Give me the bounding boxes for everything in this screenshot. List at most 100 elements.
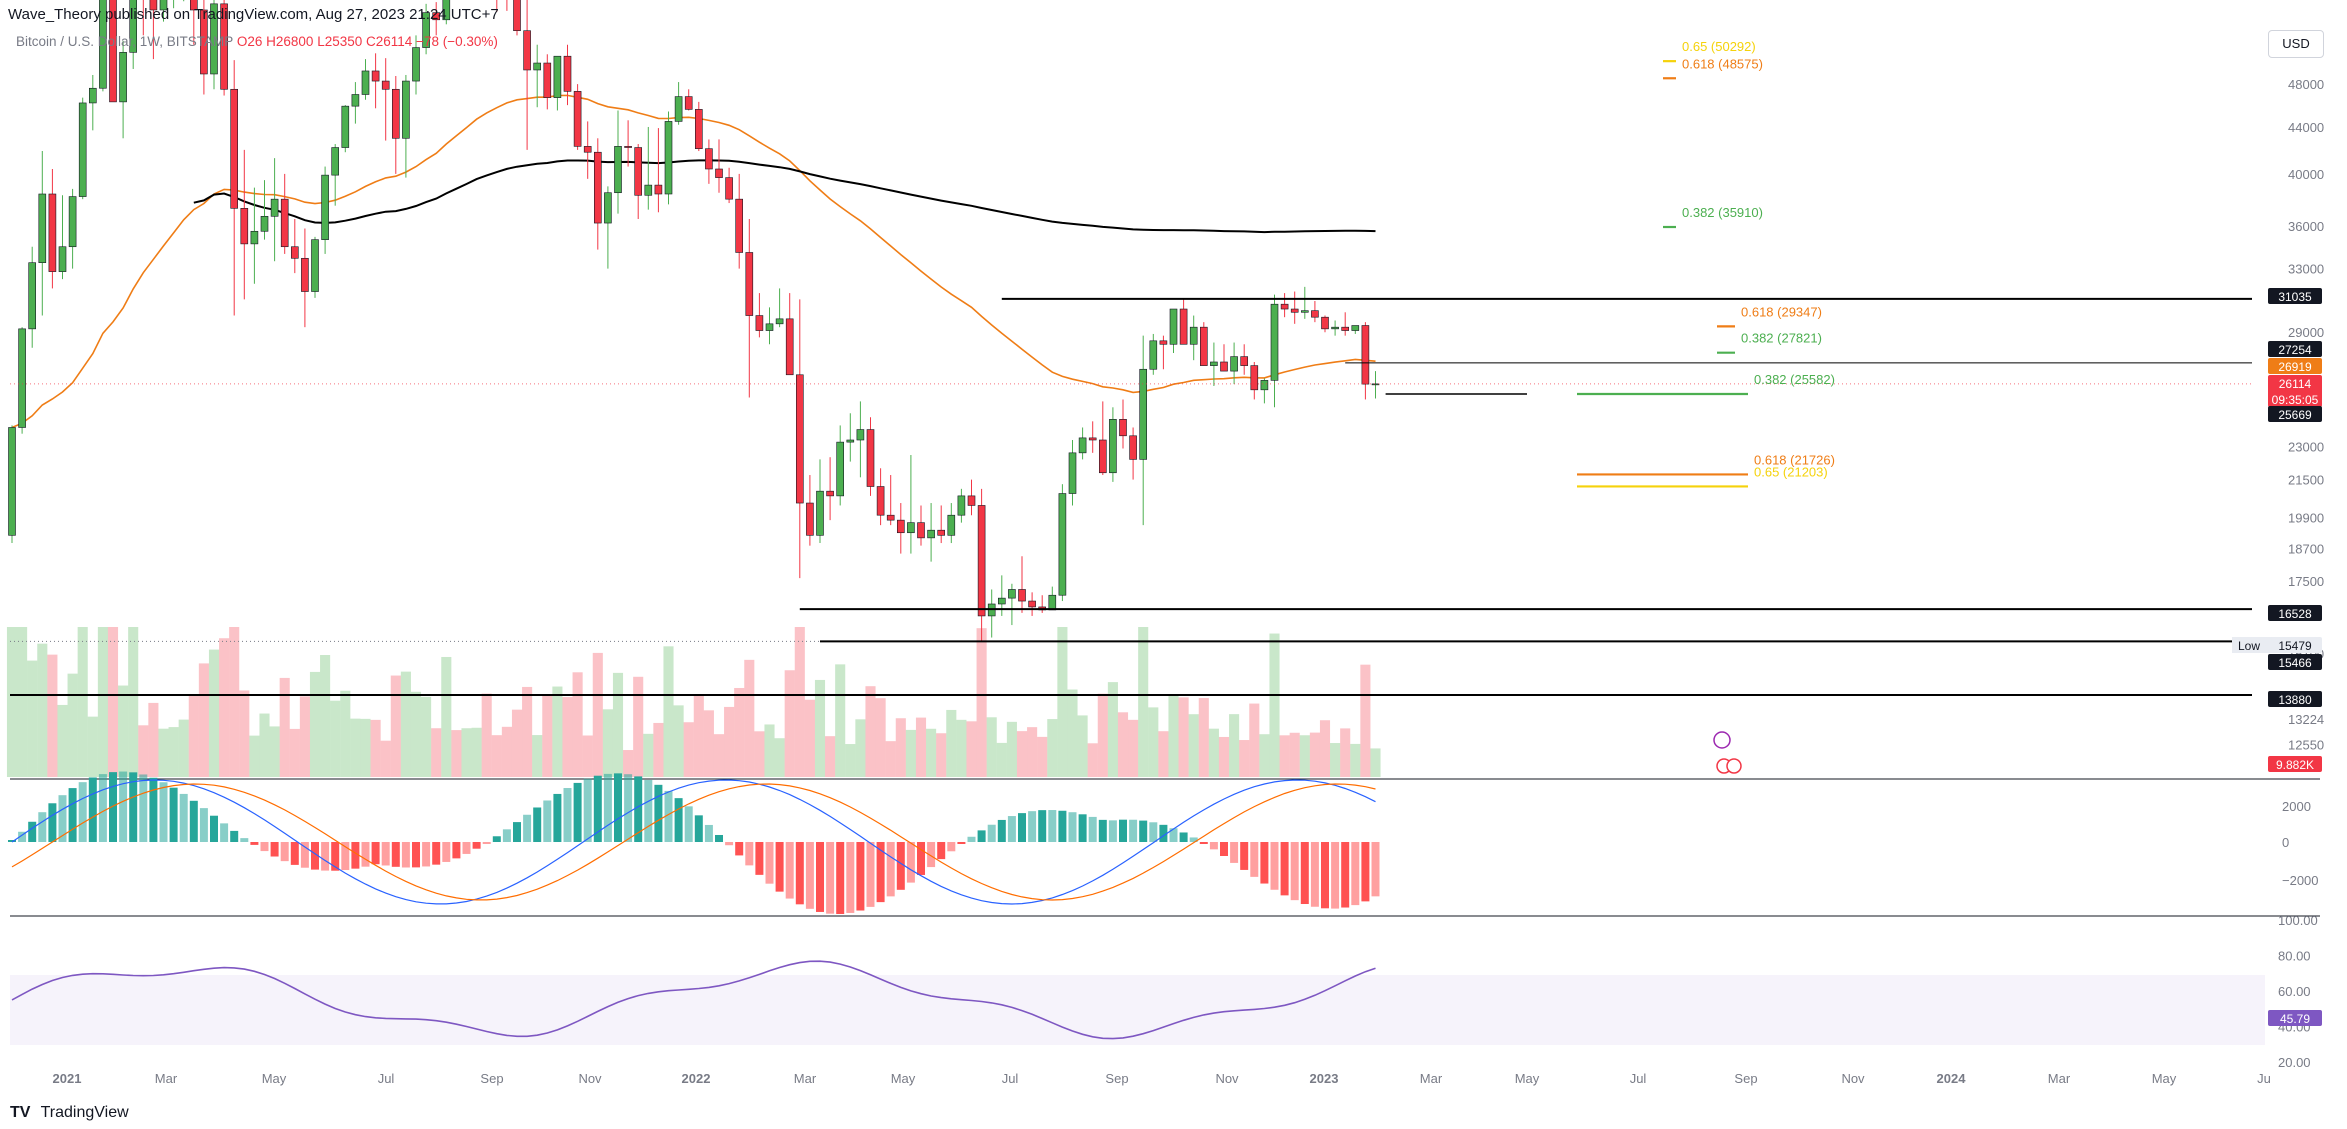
volume-bar: [107, 627, 119, 777]
macd-hist-bar: [1310, 842, 1319, 907]
candle-body: [573, 91, 582, 147]
volume-bar: [915, 717, 927, 777]
candle: [89, 74, 97, 131]
candle: [68, 188, 77, 269]
volume-bar: [1168, 694, 1179, 777]
candle: [1200, 322, 1208, 366]
candle-body: [593, 151, 602, 224]
macd-hist-bar: [1290, 842, 1299, 901]
volume-bar: [309, 671, 321, 777]
time-axis-label: Jul: [1002, 1071, 1019, 1086]
macd-hist-bar: [1230, 842, 1239, 863]
macd-hist-bar: [866, 842, 875, 907]
macd-hist-bar: [644, 779, 653, 842]
macd-hist-bar: [129, 772, 138, 842]
macd-hist-bar: [381, 842, 390, 866]
volume-bar: [481, 693, 492, 777]
candle: [321, 166, 329, 254]
volume-bar: [996, 742, 1007, 777]
volume-bar: [895, 718, 906, 777]
volume-bar: [1047, 719, 1058, 777]
volume-bar: [1319, 720, 1331, 777]
candle-body: [1048, 594, 1057, 611]
candle-body: [715, 168, 723, 178]
macd-hist-bar: [321, 842, 330, 871]
candle-body: [1159, 340, 1168, 345]
candle: [99, 0, 107, 92]
macd-hist-bar: [280, 842, 289, 862]
candle-body: [523, 30, 531, 71]
volume-bar: [855, 719, 866, 777]
candle: [142, 0, 144, 36]
candle: [1230, 342, 1238, 385]
volume-bar: [360, 718, 371, 777]
candle-body: [977, 505, 986, 617]
macd-hist-bar: [189, 800, 198, 842]
candle: [856, 401, 865, 478]
rsi-axis-tick: 100.00: [2278, 913, 2318, 928]
candle-body: [826, 490, 834, 497]
candle-body: [684, 96, 693, 110]
volume-bar: [148, 702, 159, 777]
macd-hist-bar: [987, 824, 996, 842]
macd-hist-bar: [1250, 842, 1259, 877]
candle-body: [775, 318, 784, 325]
rsi-axis-tick: 80.00: [2278, 949, 2311, 964]
volume-bar: [1117, 712, 1129, 777]
candle: [200, 0, 208, 95]
candle: [341, 105, 350, 153]
fib-level-label: 0.618 (29347): [1741, 304, 1822, 319]
candle-body: [553, 55, 562, 98]
macd-hist-bar: [442, 842, 451, 862]
macd-hist-bar: [18, 831, 27, 842]
candle: [1260, 378, 1269, 404]
candle: [190, 0, 198, 45]
candle-body: [907, 522, 915, 534]
volume-bar: [1087, 743, 1098, 777]
volume-bar: [1027, 727, 1038, 777]
price-axis-tick: 36000: [2288, 219, 2324, 234]
volume-bar: [1289, 732, 1300, 777]
candle: [886, 475, 895, 526]
volume-bar: [724, 706, 735, 777]
candle: [573, 84, 582, 150]
volume-bar: [1188, 714, 1199, 777]
macd-hist-bar: [1149, 822, 1158, 842]
tradingview-brand[interactable]: TV TradingView: [10, 1104, 129, 1122]
candle: [301, 228, 309, 328]
macd-hist-bar: [634, 776, 643, 842]
candle-body: [694, 109, 703, 150]
macd-hist-bar: [311, 842, 319, 870]
macd-hist-bar: [755, 842, 764, 875]
candle-body: [78, 102, 87, 197]
price-tag-bg: [2268, 358, 2322, 374]
time-axis-label: Nov: [1841, 1071, 1865, 1086]
candle: [1099, 401, 1107, 476]
time-axis-label: May: [891, 1071, 916, 1086]
volume-bar: [269, 726, 280, 777]
candle-body: [149, 0, 158, 11]
candle-body: [927, 529, 935, 539]
candle: [506, 0, 508, 11]
legend-change: −78 (−0.30%): [416, 34, 498, 49]
price-axis-tick: 13224: [2288, 712, 2324, 727]
volume-bar: [47, 654, 58, 777]
candle-body: [745, 252, 754, 316]
volume-bar: [794, 627, 805, 777]
candle-body: [38, 193, 47, 263]
candle: [795, 299, 804, 579]
candle: [624, 120, 632, 167]
candle: [1301, 286, 1309, 319]
candle: [371, 53, 380, 109]
volume-bar: [501, 726, 512, 777]
currency-button[interactable]: USD: [2268, 30, 2324, 58]
candle-body: [1139, 368, 1147, 460]
price-tag: 26114 09:35:05: [2268, 375, 2322, 407]
candle-body: [957, 495, 966, 516]
candle: [1331, 320, 1339, 336]
volume-bar: [562, 697, 573, 777]
candle: [38, 151, 47, 316]
candle: [1361, 322, 1370, 400]
volume-bar: [461, 728, 472, 777]
